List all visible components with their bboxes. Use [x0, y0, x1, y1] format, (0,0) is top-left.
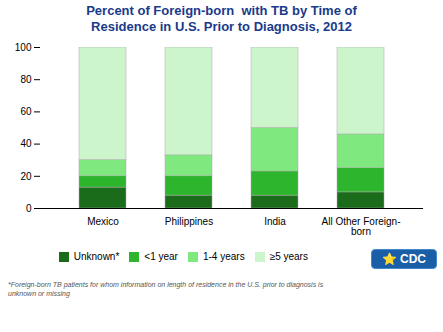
- html-text:Percent of Foreign-born with T: Percent of Foreign-born with TB by Time …: [86, 3, 357, 34]
- html-text:*Foreign-born TB patients for: *Foreign-born TB patients for whom infor…: [8, 281, 324, 297]
- html-text:1-4 years: 1-4 years: [203, 251, 245, 262]
- html-text:Unknown*: Unknown*: [73, 251, 120, 262]
- svg-text:0: 0: [26, 203, 32, 214]
- svg-text:60: 60: [20, 106, 32, 117]
- svg-text:Philippines: Philippines: [165, 216, 213, 227]
- html-text:<1 year: <1 year: [144, 251, 178, 262]
- svg-text:All Other Foreign-born: All Other Foreign-born: [322, 216, 401, 237]
- svg-text:80: 80: [20, 74, 32, 85]
- svg-text:20: 20: [20, 171, 32, 182]
- html-text:⭐ CDC: ⭐ CDC: [381, 252, 426, 266]
- svg-text:100: 100: [15, 42, 32, 53]
- svg-text:India: India: [264, 216, 286, 227]
- html-text:≥5 years: ≥5 years: [269, 251, 308, 262]
- svg-text:40: 40: [20, 138, 32, 149]
- svg-text:Mexico: Mexico: [87, 216, 119, 227]
